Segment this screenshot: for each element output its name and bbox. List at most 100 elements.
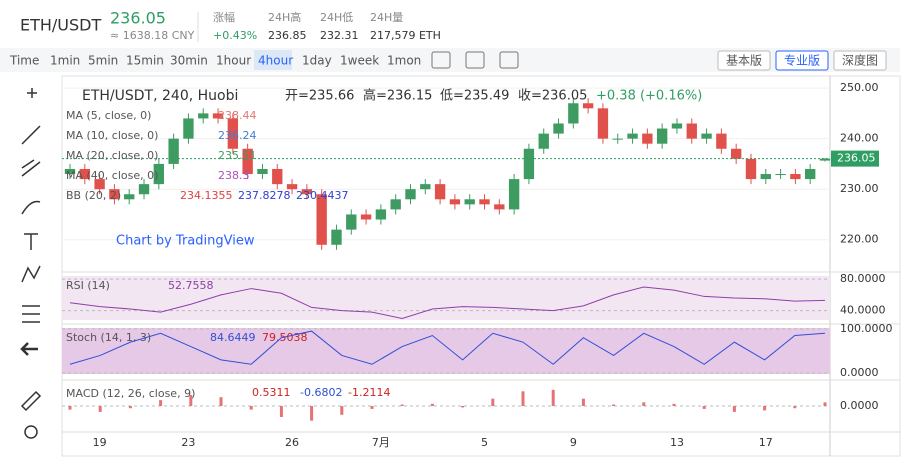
y-tick-label: 250.00: [840, 81, 879, 94]
macd-bar: [98, 406, 102, 412]
interval-button[interactable]: 1hour: [216, 54, 251, 68]
stat-label: 涨幅: [213, 11, 235, 24]
candle-body: [568, 103, 579, 124]
interval-button[interactable]: 5min: [88, 54, 118, 68]
interval-button[interactable]: 1day: [302, 54, 332, 68]
candle-body: [508, 179, 520, 210]
interval-button[interactable]: 1min: [50, 54, 80, 68]
toolbar-icon[interactable]: [431, 51, 451, 69]
candle-body: [94, 179, 105, 190]
macd-bar: [219, 397, 223, 406]
stat-label: 24H量: [370, 11, 403, 24]
interval-button[interactable]: 4hour: [258, 54, 293, 68]
candle-body: [79, 168, 90, 180]
macd-bar: [491, 398, 495, 406]
chart-frame: [61, 75, 901, 457]
macd-bar: [732, 406, 736, 412]
pane-label: MACD (12, 26, close, 9): [66, 387, 195, 400]
mode-button[interactable]: 基本版: [726, 54, 762, 68]
candle-body: [686, 123, 697, 139]
candle-body: [286, 184, 298, 190]
pane-band: [62, 328, 830, 374]
macd-bar: [400, 404, 404, 406]
macd-bar: [521, 391, 525, 406]
measure-icon[interactable]: [22, 305, 40, 323]
mode-button-bg[interactable]: [833, 50, 887, 71]
candle-body: [212, 113, 224, 119]
mode-button-bg[interactable]: [775, 50, 829, 71]
y-tick-label: 40.0000: [840, 304, 886, 317]
study-value: 235.51: [218, 149, 257, 162]
candle-body: [656, 128, 668, 144]
x-tick-label: 17: [759, 436, 773, 449]
study-label: MA (20, close, 0): [66, 149, 158, 162]
mode-button[interactable]: 深度图: [842, 53, 878, 68]
candle-body: [745, 158, 757, 180]
y-tick-label: 0.0000: [840, 366, 879, 379]
pane-value: 84.6449: [210, 331, 256, 344]
candle-body: [523, 148, 535, 180]
stat-label: 24H高: [268, 10, 301, 24]
candle-body: [420, 184, 431, 190]
line-icon[interactable]: [21, 125, 41, 145]
macd-bar: [310, 406, 314, 421]
study-label: MA (40, close, 0): [66, 169, 158, 182]
x-tick-label: 5: [481, 436, 488, 449]
y-tick-label: 0.0000: [840, 399, 879, 412]
macd-bar: [430, 403, 434, 406]
candle-body: [671, 123, 683, 129]
zoom-icon[interactable]: [24, 425, 38, 439]
pane-label: RSI (14): [66, 279, 110, 292]
interval-button[interactable]: Time: [9, 54, 39, 68]
x-tick-label: 9: [570, 436, 577, 449]
candle-body: [183, 118, 194, 139]
candle-body: [479, 199, 490, 205]
candle-body: [760, 174, 771, 180]
candle-body: [582, 103, 594, 109]
toolbar-icon[interactable]: [465, 51, 485, 69]
x-tick-label: 26: [285, 436, 299, 449]
pair: ETH/USDT: [20, 16, 101, 35]
crosshair-icon[interactable]: [27, 88, 37, 98]
candle-body: [597, 108, 609, 139]
macd-bar: [159, 400, 163, 406]
stat-value: +0.43%: [213, 29, 257, 42]
macd-bar: [370, 406, 374, 409]
ohlc-value: 低=235.49: [440, 89, 509, 104]
macd-bar: [581, 398, 585, 406]
mode-button-bg[interactable]: [717, 50, 771, 71]
text-icon[interactable]: [24, 233, 38, 250]
macd-bar: [461, 406, 465, 408]
y-tick-label: 220.00: [840, 233, 879, 246]
macd-bar: [793, 406, 797, 409]
candle-body: [257, 168, 268, 175]
macd-bar: [279, 406, 283, 417]
candle-body: [464, 199, 475, 205]
x-tick-label: 13: [670, 436, 684, 449]
stat-value: 232.31: [320, 29, 359, 42]
interval-button[interactable]: 1week: [340, 54, 379, 68]
candle-body: [819, 158, 831, 161]
pane-label: Stoch (14, 1, 3): [66, 331, 151, 344]
mode-button[interactable]: 专业版: [784, 53, 820, 68]
candle-body: [375, 209, 387, 220]
candle-body: [612, 138, 623, 140]
interval-button[interactable]: 30min: [170, 54, 208, 68]
candle-body: [538, 133, 549, 149]
pattern-icon[interactable]: [21, 265, 41, 283]
pitchfork-icon[interactable]: [21, 159, 41, 177]
last-price-label: 236.05: [837, 152, 876, 165]
candle-body: [64, 168, 76, 175]
ruler-icon[interactable]: [20, 390, 42, 412]
macd-bar: [128, 406, 132, 409]
back-icon[interactable]: [20, 342, 38, 356]
brush-icon[interactable]: [21, 200, 41, 215]
toolbar-icon[interactable]: [499, 51, 519, 69]
bb-value: 230.4437: [296, 189, 349, 202]
candle-body: [346, 214, 357, 230]
study-value: 238.44: [218, 109, 257, 122]
interval-button[interactable]: 1mon: [387, 54, 421, 68]
candle-body: [553, 123, 564, 134]
interval-button[interactable]: 15min: [126, 54, 164, 68]
stat-value: 236.85: [268, 29, 307, 42]
